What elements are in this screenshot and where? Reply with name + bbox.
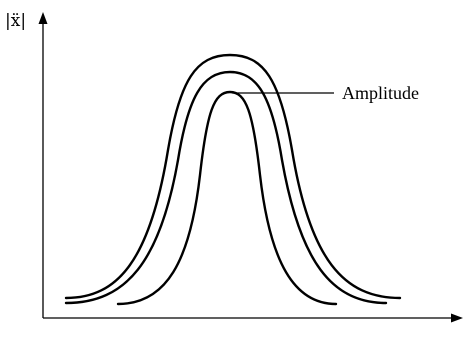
y-axis-arrowhead <box>38 12 48 24</box>
amplitude-label: Amplitude <box>342 83 419 103</box>
y-axis-label: |ẍ| <box>5 11 26 31</box>
x-axis-arrowhead <box>451 313 463 323</box>
curve-outer <box>64 53 402 300</box>
curve-middle <box>64 70 388 305</box>
curve-inner <box>116 90 338 306</box>
